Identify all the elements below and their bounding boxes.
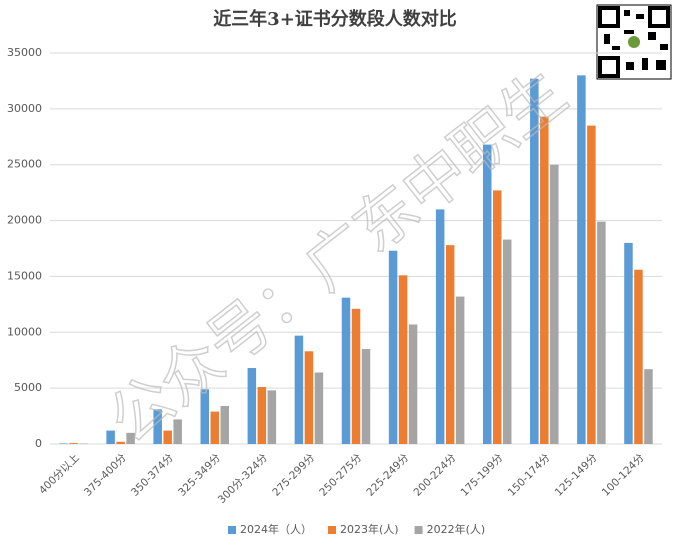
bar — [200, 389, 210, 444]
bar — [257, 387, 267, 444]
bar — [455, 296, 465, 444]
y-tick-label: 30000 — [7, 102, 42, 115]
qr-code — [596, 4, 672, 80]
chart-title: 近三年3+证书分数段人数对比 — [213, 8, 457, 30]
bar — [624, 242, 633, 444]
bar — [634, 269, 643, 444]
bar — [502, 239, 512, 444]
bar — [106, 430, 115, 444]
bar — [341, 297, 351, 444]
bar — [294, 335, 304, 444]
bar — [388, 250, 398, 444]
bar — [304, 351, 314, 444]
y-tick-label: 5000 — [14, 381, 42, 394]
legend-swatch — [414, 526, 423, 534]
bar — [492, 190, 502, 444]
bar — [163, 430, 172, 444]
bar — [435, 209, 445, 444]
bar — [597, 221, 606, 444]
bar — [408, 324, 418, 444]
bar — [59, 443, 68, 444]
bar — [267, 390, 277, 444]
bar — [173, 419, 182, 444]
bar — [69, 443, 78, 444]
legend-label: 2024年（人） — [240, 522, 312, 536]
legend-swatch — [328, 526, 336, 534]
bar — [550, 164, 559, 444]
bar — [540, 116, 549, 445]
y-tick-label: 10000 — [7, 325, 42, 338]
bar — [314, 372, 324, 444]
bar — [482, 144, 492, 444]
legend-swatch — [228, 526, 236, 534]
bar — [116, 441, 125, 444]
bar — [445, 245, 455, 444]
bar — [351, 308, 361, 444]
y-tick-label: 15000 — [7, 269, 42, 282]
bar — [126, 432, 135, 444]
bar — [153, 409, 162, 444]
y-tick-label: 25000 — [7, 158, 42, 171]
legend-label: 2023年(人) — [340, 522, 399, 536]
bar — [210, 411, 220, 444]
legend-label: 2022年(人) — [427, 522, 486, 536]
bar — [220, 406, 230, 444]
bar — [530, 78, 539, 445]
bar — [398, 275, 408, 444]
bar — [644, 369, 653, 444]
y-tick-label: 20000 — [7, 214, 42, 227]
bar — [361, 349, 371, 444]
bar — [247, 368, 257, 444]
y-tick-label: 35000 — [7, 46, 42, 59]
bar — [587, 125, 596, 444]
bar — [577, 75, 586, 444]
y-tick-label: 0 — [35, 437, 42, 450]
